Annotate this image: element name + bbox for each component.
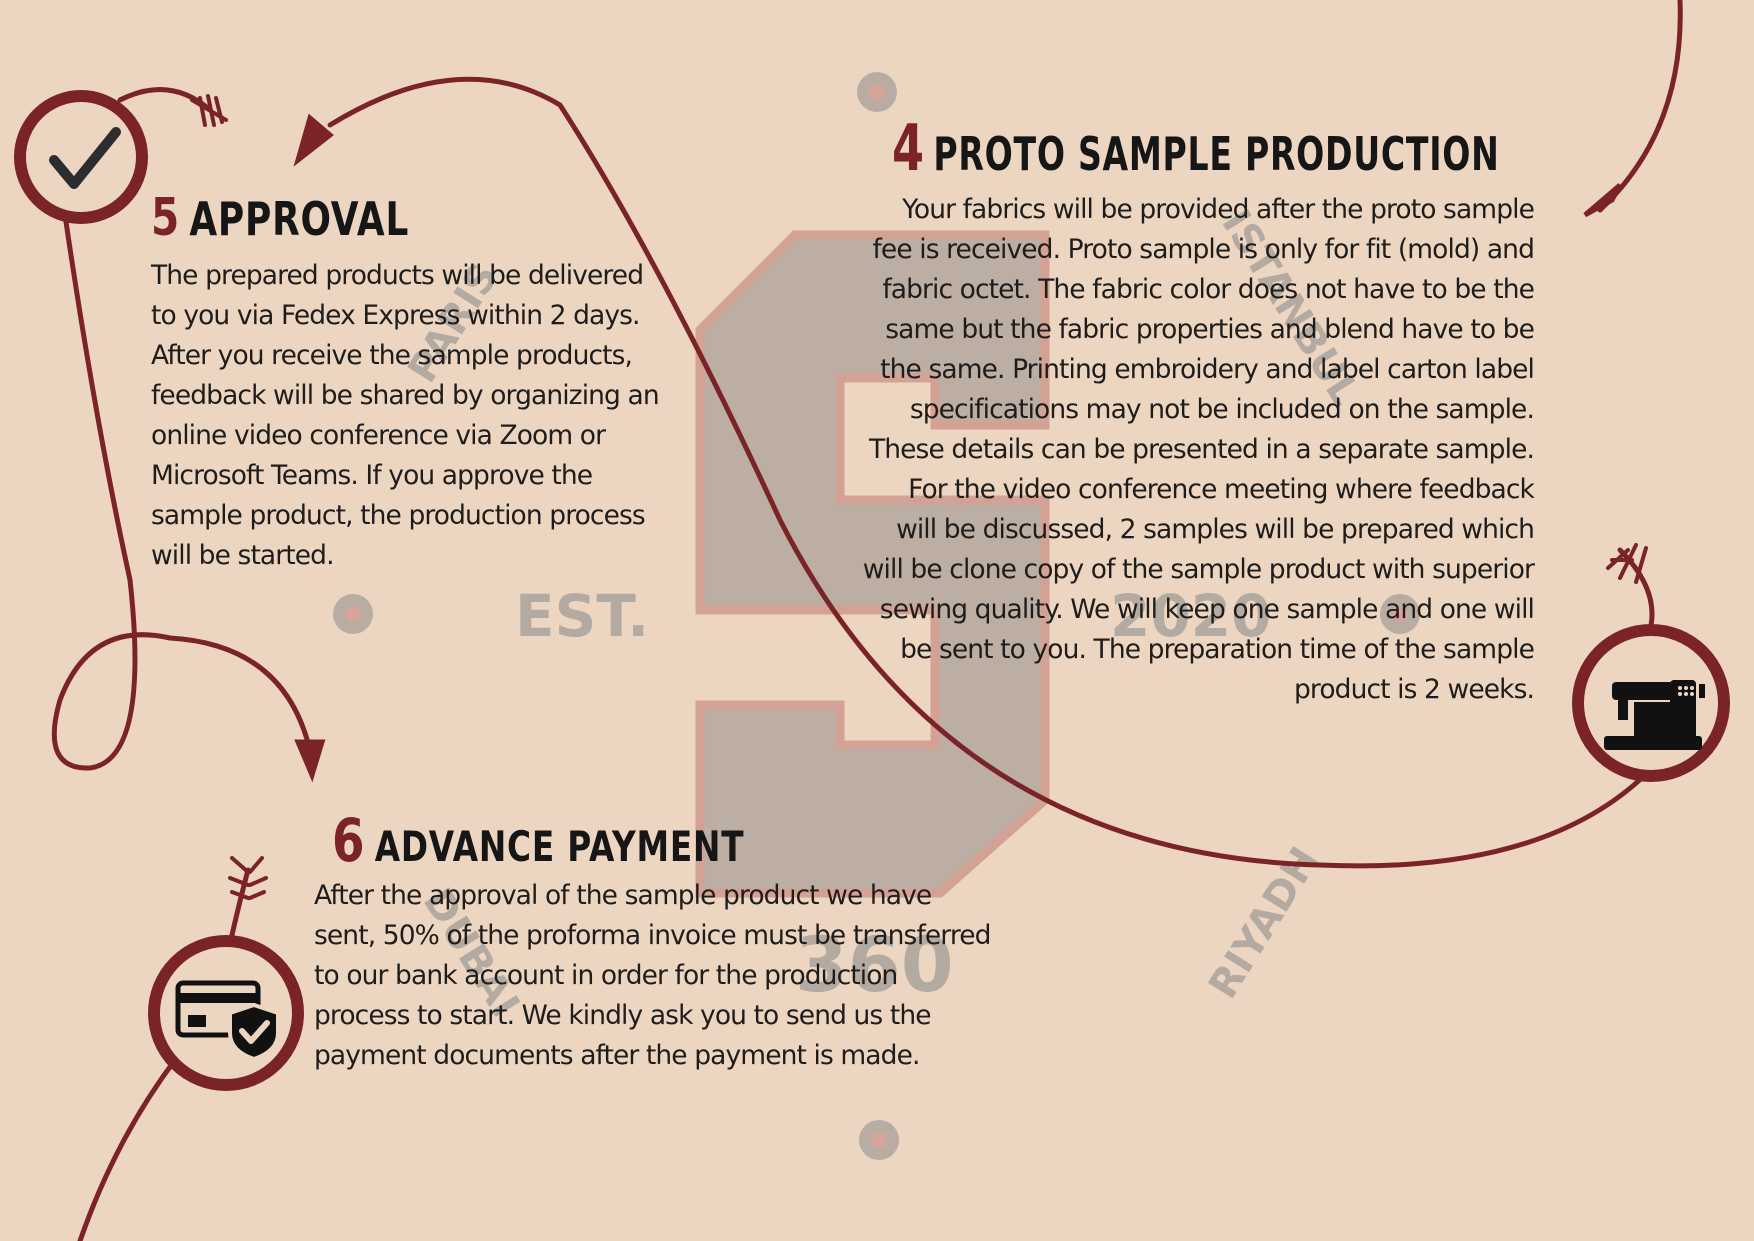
text-line: to our bank account in order for the pro… (314, 960, 898, 991)
watermark-word-est: EST. (515, 582, 650, 650)
step-number: 6 (332, 806, 366, 876)
text-line: Your fabrics will be provided after the … (902, 194, 1535, 225)
step-title: APPROVAL (189, 192, 410, 246)
text-line: will be clone copy of the sample product… (862, 554, 1535, 585)
text-line: The prepared products will be delivered (151, 260, 644, 291)
text-line: specifications may not be included on th… (909, 394, 1535, 425)
text-line: feedback will be shared by organizing an (151, 380, 660, 411)
text-line: payment documents after the payment is m… (314, 1040, 920, 1071)
arrow-path-main-curve (327, 76, 1648, 869)
text-line: will be started. (151, 540, 335, 571)
text-line: will be discussed, 2 samples will be pre… (896, 514, 1535, 545)
sewing-machine-badge (1572, 624, 1730, 782)
step-heading: 5 APPROVAL (151, 188, 572, 248)
step-title: ADVANCE PAYMENT (374, 822, 745, 871)
step-advance-payment: 6 ADVANCE PAYMENT After the approval of t… (314, 806, 1014, 1076)
watermark-letter-s (695, 230, 1050, 898)
arrow-path-bottom-left (77, 1057, 178, 1241)
arrowhead (294, 739, 326, 783)
text-line: process to start. We kindly ask you to s… (314, 1000, 932, 1031)
text-line: For the video conference meeting where f… (908, 474, 1535, 505)
text-line: sample product, the production process (151, 500, 646, 531)
step-number: 4 (892, 112, 925, 186)
text-line: fee is received. Proto sample is only fo… (872, 234, 1534, 265)
text-line: the same. Printing embroidery and label … (880, 354, 1535, 385)
text-line: be sent to you. The preparation time of … (900, 634, 1535, 665)
text-line: sent, 50% of the proforma invoice must b… (314, 920, 991, 951)
arrowhead (293, 113, 334, 167)
step-proto-sample-production: 4 PROTO SAMPLE PRODUCTION Your fabrics wi… (850, 112, 1546, 710)
sewing-machine-icon (1604, 680, 1705, 750)
step-heading: 4 PROTO SAMPLE PRODUCTION (892, 112, 1499, 186)
text-line: fabric octet. The fabric color does not … (882, 274, 1535, 305)
step-number: 5 (151, 188, 181, 248)
feather-icon (1606, 543, 1648, 584)
approval-badge (14, 90, 148, 224)
text-line: online video conference via Zoom or (151, 420, 606, 451)
text-line: to you via Fedex Express within 2 days. (151, 300, 640, 331)
step-description: The prepared products will be delivered … (151, 256, 691, 576)
text-line: same but the fabric properties and blend… (885, 314, 1535, 345)
step-heading: 6 ADVANCE PAYMENT (332, 806, 864, 876)
arrowhead (1583, 183, 1623, 218)
feather-icon (190, 94, 228, 127)
text-line: product is 2 weeks. (1294, 674, 1535, 705)
watermark-word-360: 360 (795, 920, 954, 1009)
step-description: After the approval of the sample product… (314, 876, 1014, 1076)
payment-badge (148, 935, 304, 1091)
checkmark-icon (49, 127, 121, 189)
feather-icon (228, 856, 268, 900)
step-title: PROTO SAMPLE PRODUCTION (933, 127, 1500, 181)
watermark-word-year: 2020 (1110, 582, 1272, 650)
text-line: After you receive the sample products, (151, 340, 633, 371)
arrow-path-left-loop (51, 212, 315, 771)
text-line: These details can be presented in a sepa… (868, 434, 1535, 465)
text-line: After the approval of the sample product… (314, 880, 932, 911)
arrow-path-feather-bottom (229, 867, 251, 938)
text-line: sewing quality. We will keep one sample … (879, 594, 1535, 625)
secure-card-icon (175, 980, 280, 1062)
step-description: Your fabrics will be provided after the … (850, 190, 1535, 710)
text-line: Microsoft Teams. If you approve the (151, 460, 593, 491)
step-approval: 5 APPROVAL The prepared products will be … (151, 188, 691, 576)
